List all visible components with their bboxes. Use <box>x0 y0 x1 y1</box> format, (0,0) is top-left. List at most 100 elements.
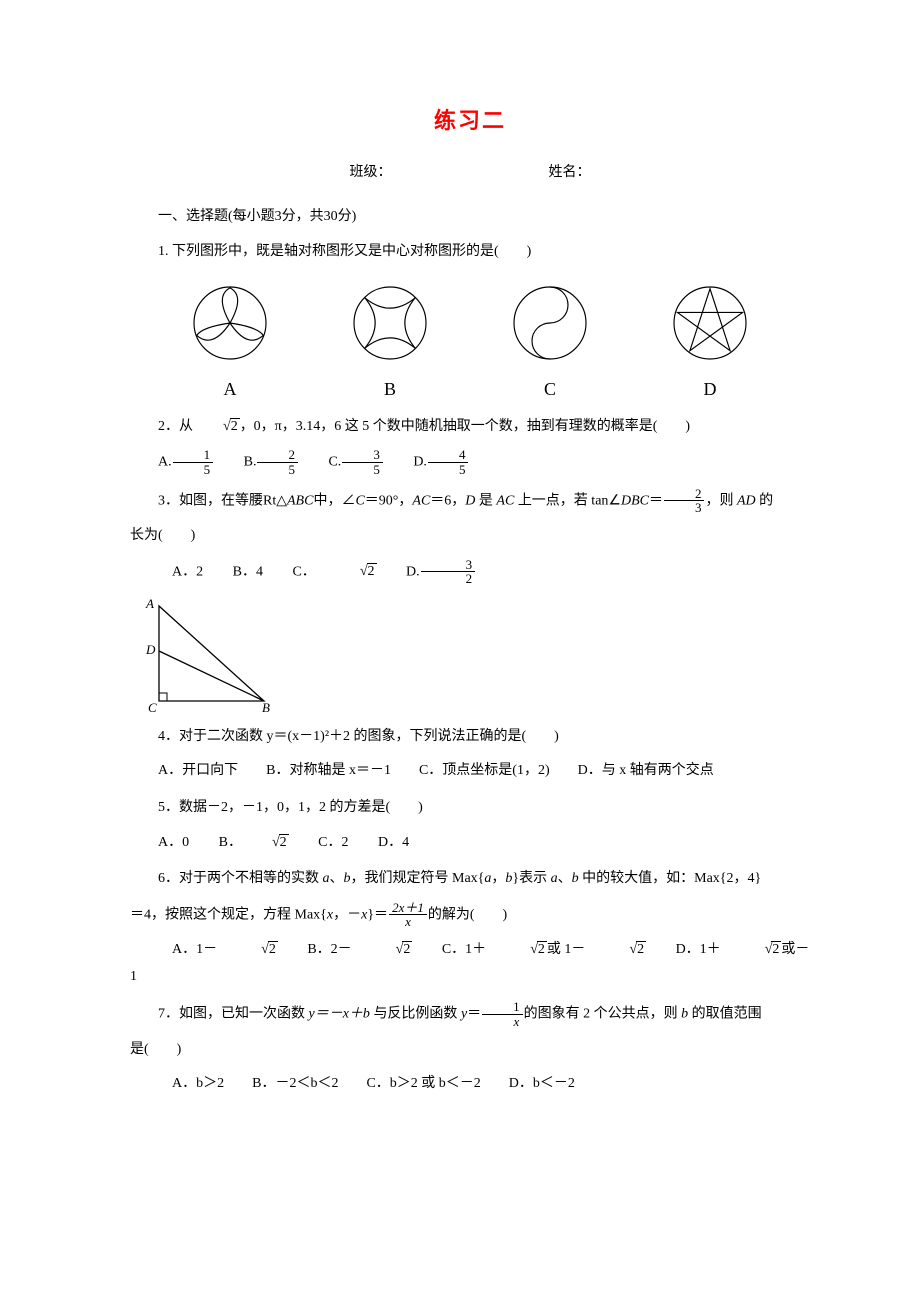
svg-text:C: C <box>148 700 157 715</box>
q2-opt-a-label: A. <box>158 455 172 470</box>
q6-b-val: 2 <box>402 941 412 957</box>
q6-m2: Max{ <box>452 871 484 886</box>
q6-line2: ＝4，按照这个规定，方程 Max{x，－x}＝2x＋1x的解为( ) <box>130 901 810 929</box>
q1-label-a: A <box>185 372 275 406</box>
q6-a3: a <box>551 871 558 886</box>
q1-fig-c-icon <box>505 278 595 368</box>
q7-line1: 7．如图，已知一次函数 y＝－x＋b 与反比例函数 y＝1x的图象有 2 个公共… <box>130 1000 810 1028</box>
q6-c-pre: C．1＋ <box>442 942 486 957</box>
q2-text: 2．从2，0，π，3.14，6 这 5 个数中随机抽取一个数，抽到有理数的概率是… <box>130 414 810 441</box>
q6-m4: 、 <box>558 871 572 886</box>
q2-d-den: 5 <box>428 462 469 477</box>
q5-opt-a: A．0 <box>158 835 189 850</box>
q3-dbc: DBC <box>621 493 649 508</box>
q2-a-den: 5 <box>173 462 214 477</box>
q3-triangle: A D C B <box>144 596 810 716</box>
q7-mid: 与反比例函数 <box>370 1007 461 1022</box>
q6-b3: b <box>572 871 579 886</box>
q2-a-num: 1 <box>173 448 214 462</box>
q1-fig-b-icon <box>345 278 435 368</box>
q3-c: C <box>355 493 364 508</box>
q3-m3: ＝6， <box>430 493 465 508</box>
q7-yexpr: y＝－x＋b <box>309 1007 370 1022</box>
q2-opt-d-label: D. <box>413 455 427 470</box>
q6-l2m2: ，－ <box>333 907 361 922</box>
student-fields: 班级： 姓名： <box>130 160 810 187</box>
q6-a-pre: A．1－ <box>172 942 217 957</box>
q3-fnum: 2 <box>664 487 705 501</box>
q7-options: A．b＞2 B．－2＜b＜2 C．b＞2 或 b＜－2 D．b＜－2 <box>130 1071 810 1098</box>
svg-text:B: B <box>262 700 270 715</box>
q6-pre: 6．对于两个不相等的实数 <box>158 871 323 886</box>
q6-m1: 、 <box>330 871 344 886</box>
q7-fden: x <box>482 1014 523 1029</box>
q6-c-mid: 或 1－ <box>547 942 586 957</box>
q6-l2end: 的解为( ) <box>428 907 507 922</box>
q6-m5: 中的较大值，如 <box>579 871 681 886</box>
q1-label-b: B <box>345 372 435 406</box>
q6-l2m3: }＝ <box>367 907 388 922</box>
svg-text:A: A <box>145 596 154 611</box>
q6-a-val: 2 <box>268 941 278 957</box>
q6-fnum: 2x＋1 <box>389 901 427 915</box>
q6-l2pre: ＝4，按照这个规定，方程 <box>130 907 291 922</box>
q6-m3: }表示 <box>512 871 550 886</box>
q4-options: A．开口向下 B．对称轴是 x＝－1 C．顶点坐标是(1，2) D．与 x 轴有… <box>130 758 810 785</box>
class-label: 班级： <box>350 160 392 187</box>
q7-eq: ＝ <box>467 1007 481 1022</box>
q5-text: 5．数据－2，－1，0，1，2 的方差是( ) <box>130 795 810 822</box>
q3-d: D <box>465 493 475 508</box>
q3-opt-d-pre: D. <box>406 564 420 579</box>
q6-p1: ，我们规定符号 <box>351 871 449 886</box>
q4-text: 4．对于二次函数 y＝(x－1)²＋2 的图象，下列说法正确的是( ) <box>130 724 810 751</box>
q6-fden: x <box>389 914 427 929</box>
q6-c-v2: 2 <box>636 941 646 957</box>
q2-pre: 2．从 <box>158 419 193 434</box>
q3-d-num: 3 <box>421 558 476 572</box>
q1-label-d: D <box>665 372 755 406</box>
q6-m6: ：Max{2，4} <box>680 871 761 886</box>
q2-b-num: 2 <box>257 448 298 462</box>
q1-text: 1. 下列图形中，既是轴对称图形又是中心对称图形的是( ) <box>130 239 810 266</box>
q3-opt-c-val: 2 <box>367 563 377 579</box>
q3-d-den: 2 <box>421 571 476 586</box>
q7-line2: 是( ) <box>130 1037 810 1064</box>
q2-b-den: 5 <box>257 462 298 477</box>
q3-m2: ＝90°， <box>365 493 413 508</box>
q3-fden: 3 <box>664 500 705 515</box>
q1-figures: A B C D <box>130 278 810 406</box>
q3-opt-a: A．2 <box>172 564 203 579</box>
q6-d-val: 2 <box>771 941 781 957</box>
q3-m4: 是 <box>475 493 496 508</box>
q2-c-num: 3 <box>342 448 383 462</box>
q3-m1: 中，∠ <box>313 493 355 508</box>
q6-a1: a <box>323 871 330 886</box>
q5-opt-d: D．4 <box>378 835 409 850</box>
q3-end: ，则 <box>705 493 737 508</box>
q3-end2: 的 <box>756 493 774 508</box>
q7-pre: 7．如图，已知一次函数 <box>158 1007 309 1022</box>
q5-options: A．0 B．2 C．2 D．4 <box>130 830 810 857</box>
q2-options: A.15 B.25 C.35 D.45 <box>130 448 810 476</box>
q3-text: 3．如图，在等腰Rt△ABC中，∠C＝90°，AC＝6，D 是 AC 上一点，若… <box>130 487 810 515</box>
q6-line1: 6．对于两个不相等的实数 a、b，我们规定符号 Max{a，b}表示 a、b 中… <box>130 866 810 893</box>
q3-m5: 上一点，若 tan∠ <box>514 493 621 508</box>
q3-ac2: AC <box>496 493 514 508</box>
q1-fig-a-icon <box>185 278 275 368</box>
q2-opt-c-label: C. <box>328 455 341 470</box>
q7-fnum: 1 <box>482 1000 523 1014</box>
q3-eq: ＝ <box>649 493 663 508</box>
q5-opt-b-pre: B． <box>219 835 242 850</box>
q3-opt-c-pre: C． <box>292 564 315 579</box>
q7-post: 的图象有 2 个公共点，则 <box>524 1007 682 1022</box>
q3-ad: AD <box>737 493 756 508</box>
q2-sqrt: 2 <box>230 418 240 434</box>
q3-options: A．2 B．4 C．2 D.32 <box>130 558 810 586</box>
q6-b-pre: B．2－ <box>307 942 351 957</box>
q5-opt-c: C．2 <box>318 835 348 850</box>
name-label: 姓名： <box>549 160 591 187</box>
q7-end: 的取值范围 <box>688 1007 762 1022</box>
q6-d-pre: D．1＋ <box>676 942 721 957</box>
q1-fig-d-icon <box>665 278 755 368</box>
q6-c1: ， <box>491 871 505 886</box>
